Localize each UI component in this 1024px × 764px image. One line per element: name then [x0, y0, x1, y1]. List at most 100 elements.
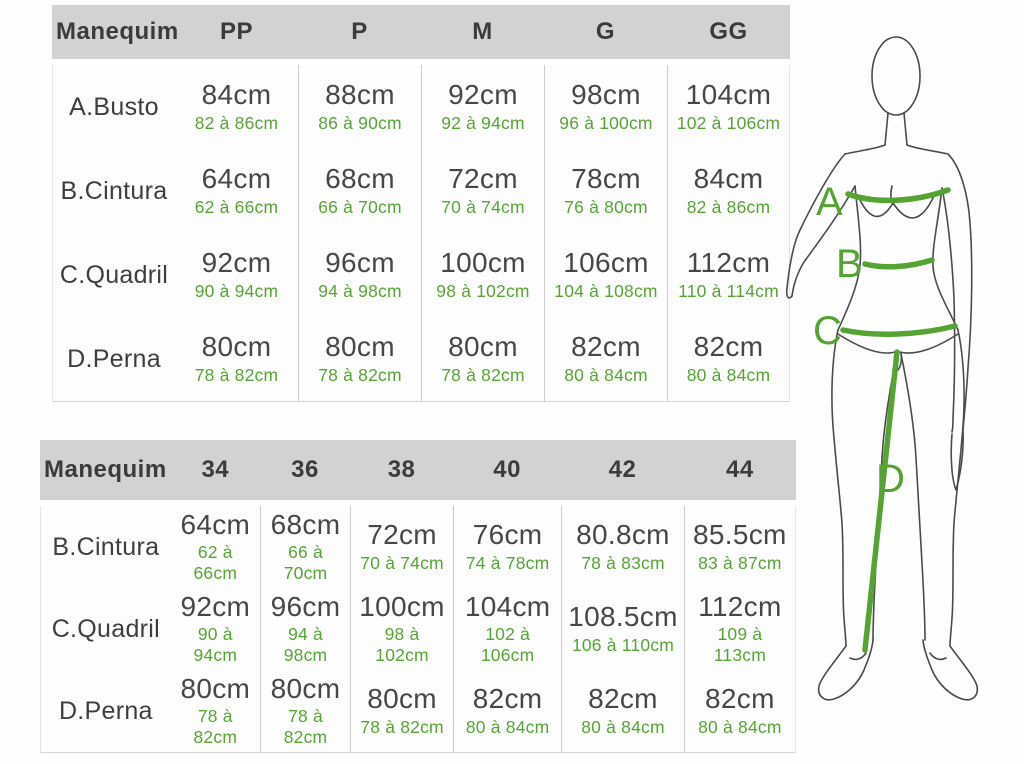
measure-value: 80cm: [367, 683, 437, 715]
measure-value: 112cm: [698, 590, 782, 622]
measure-range: 66 à 70cm: [283, 542, 328, 584]
row-label: B.Cintura: [40, 506, 171, 588]
header-cell-size: P: [298, 5, 421, 65]
measure-cell: 104cm 102 à 106cm: [667, 65, 790, 149]
measure-value: 96cm: [325, 247, 395, 279]
measure-value: 82cm: [693, 331, 764, 363]
measure-value: 82cm: [588, 683, 658, 715]
header-cell-size: PP: [175, 5, 298, 65]
measure-range: 62 à 66cm: [193, 542, 238, 584]
measurement-figure: A B C D: [780, 18, 1024, 728]
header-cell-size: M: [421, 5, 544, 65]
measure-cell: 96cm 94 à 98cm: [298, 233, 421, 317]
header-cell-size: G: [544, 5, 667, 65]
measure-range: 96 à 100cm: [559, 112, 653, 133]
table-row: C.Quadril 92cm 90 à 94cm 96cm 94 à 98cm 100cm…: [40, 588, 796, 670]
measure-range: 94 à 98cm: [318, 280, 402, 301]
measure-cell: 64cm 62 à 66cm: [170, 506, 260, 588]
measure-cell: 80cm 78 à 82cm: [298, 317, 421, 402]
measure-range: 80 à 84cm: [698, 716, 782, 737]
measure-value: 82cm: [571, 331, 641, 363]
measure-value: 84cm: [201, 79, 272, 111]
leg-measure-line: [862, 349, 900, 653]
table-row: D.Perna 80cm 78 à 82cm 80cm 78 à 82cm 80cm 78 …: [52, 317, 790, 402]
measure-value: 88cm: [325, 79, 395, 111]
header-cell-manequim: Manequim: [52, 5, 178, 65]
measure-cell: 76cm 74 à 78cm: [452, 506, 562, 588]
measure-value: 92cm: [201, 247, 272, 279]
measure-cell: 68cm 66 à 70cm: [259, 506, 351, 588]
measure-range: 66 à 70cm: [318, 196, 402, 217]
measure-cell: 98cm 96 à 100cm: [544, 65, 667, 149]
row-label: C.Quadril: [52, 233, 175, 317]
measure-cell: 82cm 80 à 84cm: [452, 670, 562, 753]
measure-cell: 80cm 78 à 82cm: [259, 670, 351, 753]
hip-measure-line: [840, 323, 958, 337]
measure-value: 80cm: [325, 331, 395, 363]
header-cell-size: 40: [452, 440, 562, 506]
measure-cell: 85.5cm 83 à 87cm: [683, 506, 796, 588]
measure-range: 78 à 82cm: [194, 364, 279, 385]
measure-range: 80 à 84cm: [686, 364, 771, 385]
measure-range: 109 à 113cm: [713, 624, 766, 666]
measure-cell: 100cm 98 à 102cm: [350, 588, 453, 670]
measure-value: 85.5cm: [693, 519, 787, 551]
measure-cell: 92cm 90 à 94cm: [170, 588, 260, 670]
header-cell-size: 34: [170, 440, 260, 506]
header-row: Manequim PP P M G GG: [52, 5, 790, 65]
measure-value: 68cm: [325, 163, 395, 195]
measure-cell: 82cm 80 à 84cm: [667, 317, 790, 402]
measure-cell: 80cm 78 à 82cm: [170, 670, 260, 753]
bust-label: A: [816, 180, 843, 224]
leg-label: D: [876, 457, 905, 501]
measure-cell: 92cm 92 à 94cm: [421, 65, 544, 149]
mannequin-outline: [785, 36, 979, 701]
measure-value: 80cm: [201, 331, 272, 363]
measure-range: 110 à 114cm: [678, 280, 779, 301]
size-table-numeric-sizes: Manequim 34 36 38 40 42 44 B.Cintura 64cm 62 à 66…: [40, 440, 796, 753]
header-cell-size: 44: [683, 440, 796, 506]
row-label: C.Quadril: [40, 588, 171, 670]
measure-cell: 100cm 98 à 102cm: [421, 233, 544, 317]
measure-range: 82 à 86cm: [686, 196, 771, 217]
measure-value: 82cm: [472, 683, 543, 715]
mannequin-croquis-illustration: A B C D: [785, 36, 979, 701]
measure-cell: 84cm 82 à 86cm: [175, 65, 298, 149]
measure-value: 100cm: [359, 590, 445, 622]
measure-range: 80 à 84cm: [465, 716, 550, 737]
measure-value: 68cm: [270, 508, 341, 540]
measure-range: 78 à 82cm: [318, 364, 402, 385]
measure-range: 78 à 82cm: [360, 716, 444, 737]
measure-value: 64cm: [201, 163, 272, 195]
measure-range: 80 à 84cm: [564, 364, 648, 385]
table-row: B.Cintura 64cm 62 à 66cm 68cm 66 à 70cm 72cm 7…: [52, 149, 790, 233]
measure-value: 96cm: [270, 590, 341, 622]
measure-cell: 82cm 80 à 84cm: [561, 670, 684, 753]
measure-range: 78 à 82cm: [283, 706, 328, 748]
hip-label: C: [813, 309, 842, 353]
measure-range: 106 à 110cm: [571, 634, 675, 655]
measure-range: 92 à 94cm: [441, 112, 525, 133]
header-row: Manequim 34 36 38 40 42 44: [40, 440, 796, 506]
measure-cell: 72cm 70 à 74cm: [350, 506, 453, 588]
measure-value: 82cm: [705, 683, 775, 715]
measure-value: 92cm: [448, 79, 518, 111]
measure-cell: 78cm 76 à 80cm: [544, 149, 667, 233]
measure-value: 72cm: [367, 519, 437, 551]
measure-value: 104cm: [464, 590, 551, 622]
measure-value: 64cm: [180, 508, 251, 540]
measure-cell: 88cm 86 à 90cm: [298, 65, 421, 149]
waist-measure-line: [862, 257, 935, 270]
measure-range: 74 à 78cm: [465, 552, 550, 573]
header-cell-size: 36: [259, 440, 351, 506]
measure-range: 90 à 94cm: [194, 280, 279, 301]
measure-cell: 108.5cm 106 à 110cm: [561, 588, 684, 670]
measure-cell: 82cm 80 à 84cm: [544, 317, 667, 402]
measure-value: 80cm: [180, 672, 251, 704]
measure-value: 80cm: [448, 331, 518, 363]
measure-range: 70 à 74cm: [360, 552, 444, 573]
row-label: B.Cintura: [52, 149, 175, 233]
measure-range: 76 à 80cm: [564, 196, 648, 217]
measure-range: 94 à 98cm: [283, 624, 328, 666]
